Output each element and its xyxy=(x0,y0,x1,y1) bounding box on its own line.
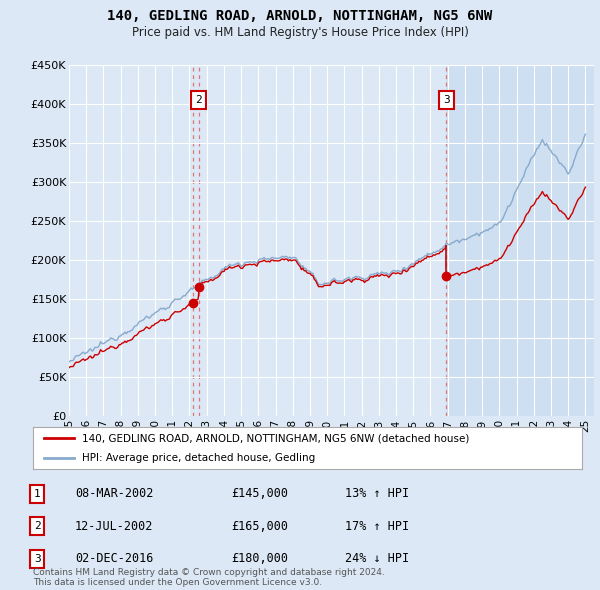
Text: 02-DEC-2016: 02-DEC-2016 xyxy=(75,552,154,565)
Text: 2: 2 xyxy=(195,95,202,105)
Text: £180,000: £180,000 xyxy=(231,552,288,565)
Text: £145,000: £145,000 xyxy=(231,487,288,500)
Text: £165,000: £165,000 xyxy=(231,520,288,533)
Text: HPI: Average price, detached house, Gedling: HPI: Average price, detached house, Gedl… xyxy=(82,454,316,463)
Text: 17% ↑ HPI: 17% ↑ HPI xyxy=(345,520,409,533)
Text: 08-MAR-2002: 08-MAR-2002 xyxy=(75,487,154,500)
Text: 24% ↓ HPI: 24% ↓ HPI xyxy=(345,552,409,565)
Text: 140, GEDLING ROAD, ARNOLD, NOTTINGHAM, NG5 6NW: 140, GEDLING ROAD, ARNOLD, NOTTINGHAM, N… xyxy=(107,9,493,23)
Text: 2: 2 xyxy=(34,522,41,531)
Text: 140, GEDLING ROAD, ARNOLD, NOTTINGHAM, NG5 6NW (detached house): 140, GEDLING ROAD, ARNOLD, NOTTINGHAM, N… xyxy=(82,433,470,443)
Text: Price paid vs. HM Land Registry's House Price Index (HPI): Price paid vs. HM Land Registry's House … xyxy=(131,26,469,39)
Text: 1: 1 xyxy=(34,489,41,499)
Text: 12-JUL-2002: 12-JUL-2002 xyxy=(75,520,154,533)
Bar xyxy=(446,65,594,416)
Text: 13% ↑ HPI: 13% ↑ HPI xyxy=(345,487,409,500)
Text: 3: 3 xyxy=(34,554,41,563)
Text: Contains HM Land Registry data © Crown copyright and database right 2024.
This d: Contains HM Land Registry data © Crown c… xyxy=(33,568,385,587)
Text: 3: 3 xyxy=(443,95,449,105)
